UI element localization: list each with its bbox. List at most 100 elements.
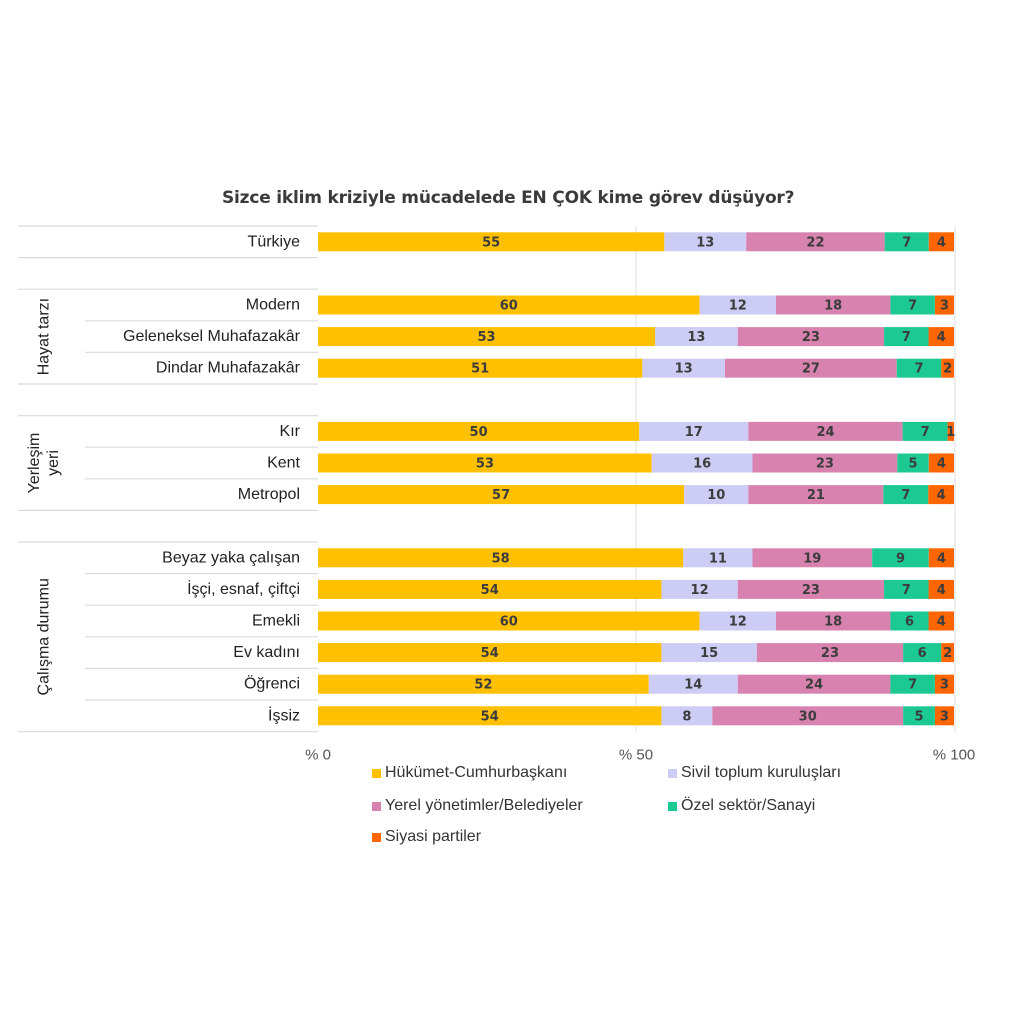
row-label: Ev kadını xyxy=(233,644,300,661)
bar-segment xyxy=(884,327,929,347)
bar-segment xyxy=(664,232,747,252)
bar-segment xyxy=(318,327,656,347)
data-label: 4 xyxy=(937,488,946,503)
bar-segment xyxy=(890,295,935,315)
data-label: 13 xyxy=(687,330,705,345)
bar-segment xyxy=(318,295,700,315)
bar-segment xyxy=(318,453,652,473)
data-label: 4 xyxy=(937,615,946,630)
bar-segment xyxy=(752,453,898,473)
legend-label: Siyasi partiler xyxy=(385,828,482,845)
data-label: 7 xyxy=(908,299,917,314)
data-label: 23 xyxy=(816,457,834,472)
bar-segment xyxy=(756,643,904,663)
bar-segment xyxy=(684,485,749,505)
bar-segment xyxy=(648,674,738,694)
data-label: 27 xyxy=(802,362,820,377)
x-tick-label: % 100 xyxy=(933,747,976,764)
x-tick-label: % 0 xyxy=(305,747,331,764)
data-label: 13 xyxy=(675,362,693,377)
data-label: 4 xyxy=(937,457,946,472)
data-label: 15 xyxy=(700,646,718,661)
row-label: Beyaz yaka çalışan xyxy=(162,549,300,566)
bar-segment xyxy=(903,706,935,726)
data-label: 7 xyxy=(921,425,930,440)
bar-segment xyxy=(725,358,897,378)
data-label: 5 xyxy=(909,457,918,472)
legend-label: Sivil toplum kuruluşları xyxy=(681,764,842,781)
group-label: Yerleşim xyxy=(26,433,43,494)
bar-segment xyxy=(661,579,738,599)
row-labels: Hayat tarzı Yerleşim yeri Çalışma durumu Tür… xyxy=(26,233,301,724)
group-label: yeri xyxy=(45,450,62,476)
bar-segment xyxy=(655,327,738,347)
data-label: 21 xyxy=(807,488,825,503)
data-label: 23 xyxy=(802,330,820,345)
data-label: 60 xyxy=(500,299,518,314)
bar-segment xyxy=(318,485,685,505)
legend-swatch xyxy=(372,832,381,842)
bar-segment xyxy=(318,358,643,378)
bar-segment xyxy=(699,611,776,631)
bar-segment xyxy=(748,421,903,441)
data-label: 11 xyxy=(709,551,727,566)
stacked-bar-chart: Hayat tarzı Yerleşim yeri Çalışma durumu Tür… xyxy=(18,225,975,764)
bar-segment xyxy=(318,706,662,726)
bar-segment xyxy=(902,421,948,441)
bar-segment xyxy=(712,706,904,726)
bars: 55 13 22 7 460 12 18 7 353 13 23 7 451 13 27 7 250 17 24 7 1… xyxy=(318,232,955,726)
data-label: 23 xyxy=(821,646,839,661)
legend-item: Özel sektör/Sanayi xyxy=(668,797,815,815)
data-label: 18 xyxy=(824,299,842,314)
bar-segment xyxy=(928,327,954,347)
data-label: 3 xyxy=(940,709,949,724)
data-label: 7 xyxy=(901,488,910,503)
data-label: 4 xyxy=(937,235,946,250)
data-label: 24 xyxy=(805,678,823,693)
data-label: 52 xyxy=(474,678,492,693)
legend-item: Yerel yönetimler/Belediyeler xyxy=(372,797,583,815)
row-label: Kır xyxy=(280,423,301,440)
data-label: 6 xyxy=(918,646,927,661)
data-label: 54 xyxy=(481,709,499,724)
data-label: 53 xyxy=(477,330,495,345)
data-label: 22 xyxy=(806,235,824,250)
chart-title: Sizce iklim kriziyle mücadelede EN ÇOK k… xyxy=(222,188,795,208)
bar-segment xyxy=(934,295,954,315)
bar-segment xyxy=(883,485,929,505)
bar-segment xyxy=(318,579,662,599)
data-label: 4 xyxy=(937,551,946,566)
data-label: 8 xyxy=(682,709,691,724)
bar-segment xyxy=(318,674,649,694)
data-label: 1 xyxy=(946,425,955,440)
data-label: 50 xyxy=(470,425,488,440)
bar-segment xyxy=(903,643,942,663)
legend-item: Siyasi partiler xyxy=(372,828,481,846)
bar-segment xyxy=(884,232,929,252)
data-label: 4 xyxy=(937,583,946,598)
data-label: 7 xyxy=(902,330,911,345)
legend-label: Hükümet-Cumhurbaşkanı xyxy=(385,764,568,781)
legend-label: Özel sektör/Sanayi xyxy=(681,797,816,814)
x-tick-label: % 50 xyxy=(619,747,653,764)
data-label: 6 xyxy=(905,615,914,630)
bar-segment xyxy=(661,706,713,726)
data-label: 57 xyxy=(492,488,510,503)
data-label: 7 xyxy=(902,235,911,250)
bar-segment xyxy=(699,295,776,315)
bar-segment xyxy=(661,643,757,663)
bar-segment xyxy=(928,548,954,568)
data-label: 55 xyxy=(482,235,500,250)
group-label: Çalışma durumu xyxy=(36,578,53,695)
x-axis-ticks: % 0 % 50 % 100 xyxy=(305,747,975,764)
data-label: 14 xyxy=(684,678,702,693)
data-label: 16 xyxy=(693,457,711,472)
data-label: 2 xyxy=(943,362,952,377)
row-label: Emekli xyxy=(252,613,300,630)
data-label: 13 xyxy=(696,235,714,250)
row-label: Modern xyxy=(246,297,300,314)
data-label: 7 xyxy=(914,362,923,377)
legend-item: Hükümet-Cumhurbaşkanı xyxy=(372,764,567,782)
group-label: Hayat tarzı xyxy=(36,298,53,375)
bar-segment xyxy=(651,453,753,473)
